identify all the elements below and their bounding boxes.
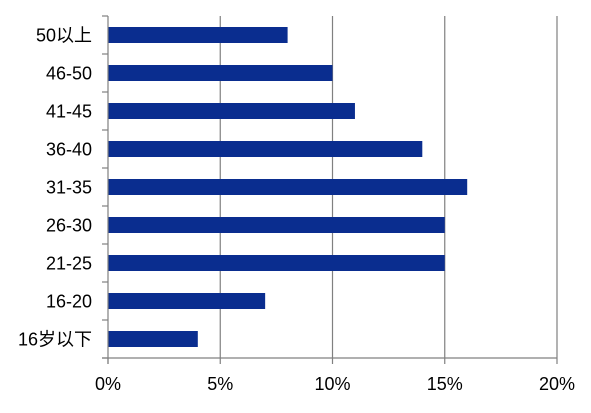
axes (102, 15, 558, 364)
y-tick-label: 16-20 (46, 292, 92, 312)
tick-labels: 50以上 46-50 41-45 36-40 31-35 26-30 21-25 16-20 1… (18, 26, 575, 395)
y-tick-label: 41-45 (46, 102, 92, 122)
x-tick-label: 10% (314, 374, 350, 394)
bar-4 (108, 179, 468, 195)
bar-0 (108, 27, 288, 43)
bar-7 (108, 293, 266, 309)
bar-2 (108, 103, 355, 119)
x-tick-label: 20% (539, 374, 575, 394)
bar-3 (108, 141, 423, 157)
x-tick-label: 0% (95, 374, 121, 394)
y-tick-label: 50以上 (36, 26, 92, 46)
bar-1 (108, 65, 333, 81)
y-tick-label: 26-30 (46, 216, 92, 236)
y-tick-label: 46-50 (46, 64, 92, 84)
x-tick-label: 5% (207, 374, 233, 394)
bar-8 (108, 331, 198, 347)
bars (108, 27, 468, 347)
bar-6 (108, 255, 445, 271)
y-tick-label: 36-40 (46, 140, 92, 160)
y-tick-label: 16岁以下 (18, 330, 92, 350)
bar-5 (108, 217, 445, 233)
x-tick-label: 15% (427, 374, 463, 394)
y-tick-label: 31-35 (46, 178, 92, 198)
y-tick-label: 21-25 (46, 254, 92, 274)
